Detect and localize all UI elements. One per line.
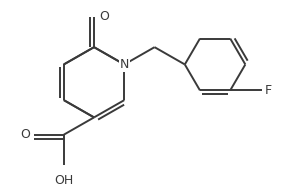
Text: N: N [120,58,129,71]
Text: OH: OH [54,174,74,187]
Text: O: O [99,10,109,23]
Text: O: O [20,128,30,141]
Text: F: F [265,84,272,97]
